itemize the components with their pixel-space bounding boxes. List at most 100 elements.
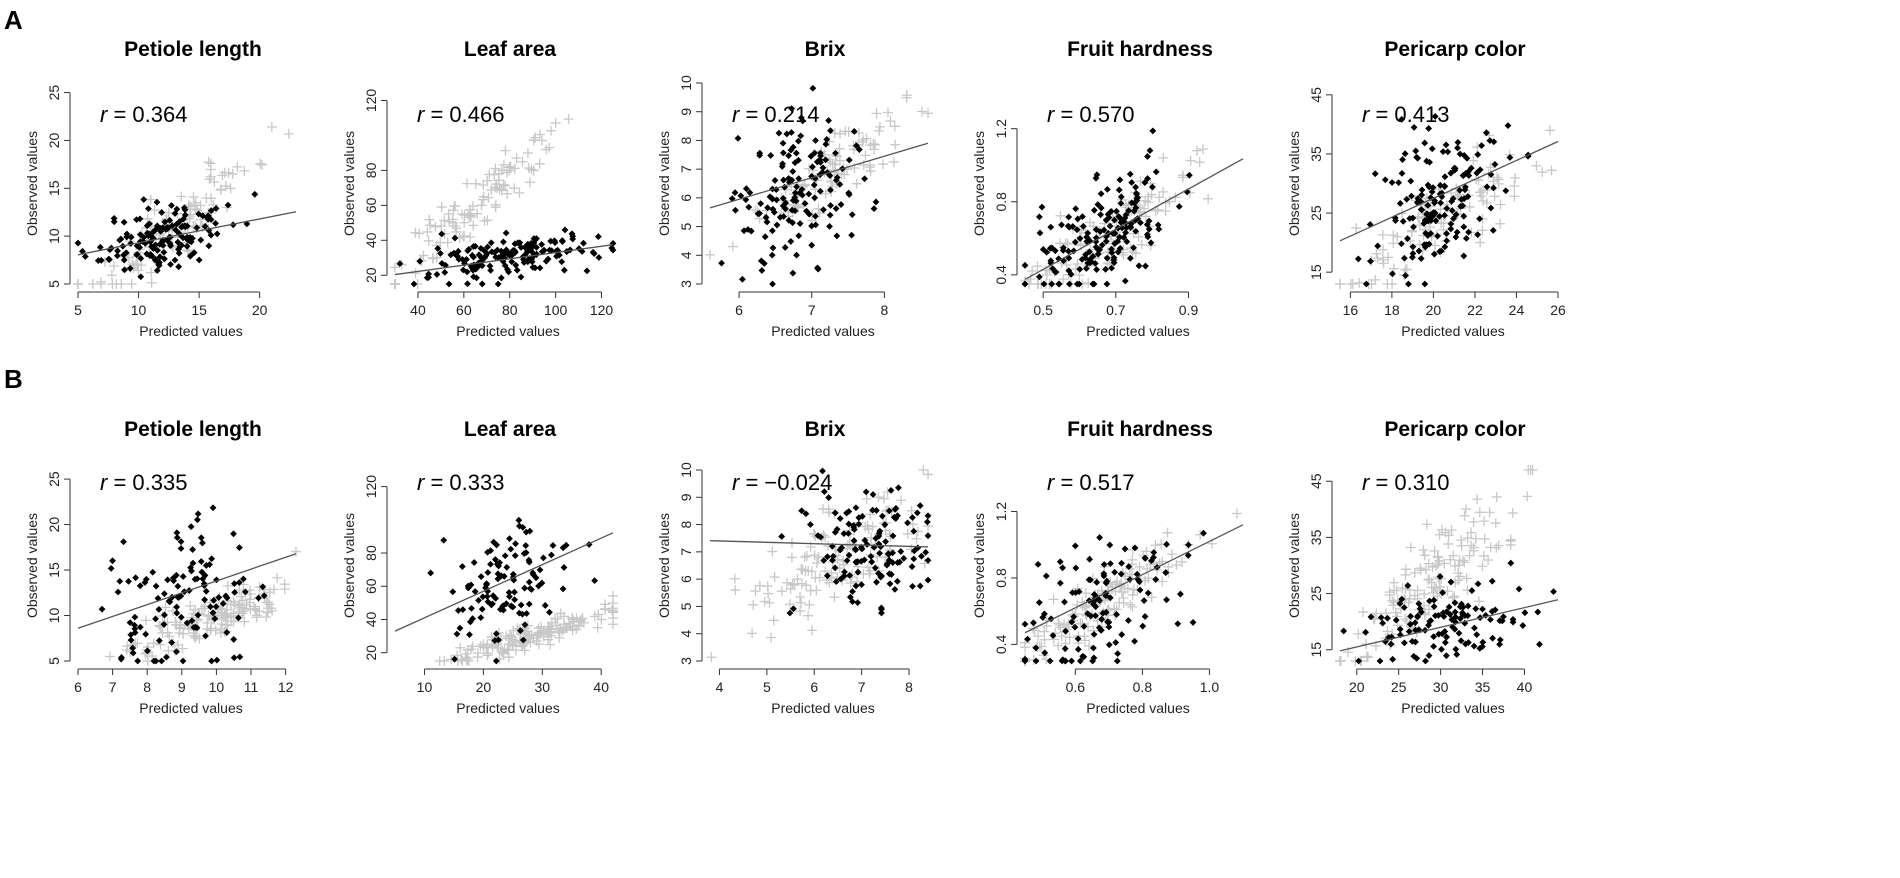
training-point	[1191, 145, 1202, 156]
test-point	[1443, 237, 1451, 245]
training-point	[1426, 577, 1437, 588]
training-point	[219, 167, 230, 178]
test-point	[1406, 215, 1414, 222]
x-tick-label: 0.5	[1033, 302, 1053, 318]
test-point	[525, 600, 533, 608]
test-point	[820, 206, 827, 214]
test-point	[807, 152, 815, 160]
test-point	[762, 213, 770, 221]
test-point	[1439, 589, 1447, 597]
training-point	[1468, 155, 1479, 166]
test-point	[190, 249, 198, 257]
test-point	[1098, 241, 1106, 249]
training-point	[1118, 249, 1129, 260]
test-point	[1479, 605, 1486, 613]
test-point	[1150, 549, 1158, 556]
test-point	[223, 594, 231, 602]
test-point	[891, 585, 899, 593]
test-point	[858, 581, 865, 589]
test-point	[1090, 206, 1098, 214]
test-point	[793, 183, 801, 191]
test-point	[812, 212, 819, 220]
test-point	[1130, 244, 1137, 252]
test-point	[831, 564, 839, 572]
training-point	[1335, 279, 1345, 289]
test-point	[1076, 657, 1084, 665]
training-point	[1445, 554, 1456, 565]
test-point	[1152, 168, 1160, 176]
test-point	[1460, 252, 1468, 260]
training-point	[759, 596, 770, 607]
test-point	[470, 273, 478, 281]
test-point	[1465, 228, 1472, 236]
test-point	[1443, 608, 1451, 616]
test-point	[1473, 631, 1481, 638]
test-point	[1155, 225, 1163, 233]
test-point	[114, 588, 122, 596]
test-point	[150, 228, 157, 236]
chart-title: Petiole length	[124, 38, 262, 61]
training-point	[592, 622, 603, 633]
test-point	[1069, 589, 1076, 597]
r-symbol: r	[1362, 102, 1371, 127]
test-point	[530, 239, 538, 247]
test-point	[1416, 605, 1424, 613]
test-point	[833, 232, 841, 240]
test-point	[1059, 656, 1067, 664]
test-point	[1079, 222, 1087, 230]
training-point	[1489, 191, 1500, 202]
test-point	[1439, 148, 1447, 156]
x-axis-label: Predicted values	[1086, 700, 1190, 716]
test-point	[1100, 226, 1108, 234]
test-point	[1406, 620, 1414, 628]
training-point	[484, 169, 495, 180]
training-point	[1446, 525, 1457, 536]
training-point	[1461, 504, 1472, 515]
test-point	[1441, 628, 1449, 635]
test-point	[1436, 248, 1444, 255]
training-point	[1056, 631, 1067, 642]
training-point	[558, 619, 569, 630]
training-point	[787, 579, 798, 590]
test-point	[505, 589, 513, 596]
training-point	[851, 178, 862, 189]
y-axis-label: Observed values	[341, 513, 357, 618]
test-point	[780, 213, 788, 220]
test-point	[1476, 215, 1484, 223]
training-point	[1475, 186, 1486, 197]
test-point	[195, 210, 203, 218]
test-point	[186, 237, 193, 245]
test-point	[1128, 179, 1136, 186]
test-point	[1064, 222, 1072, 230]
test-point	[918, 552, 925, 560]
test-point	[1467, 164, 1475, 172]
test-point	[166, 240, 174, 247]
test-point	[1478, 643, 1486, 650]
y-tick-label: 3	[678, 657, 694, 665]
test-point	[591, 577, 599, 585]
y-tick-label: 9	[678, 108, 694, 116]
test-point	[427, 569, 435, 577]
test-point	[536, 264, 544, 272]
r-symbol: r	[100, 470, 109, 495]
test-point	[884, 550, 892, 558]
test-point	[1074, 635, 1082, 643]
training-point	[1452, 190, 1463, 201]
test-point	[1468, 587, 1476, 594]
training-point	[1443, 538, 1454, 549]
test-point	[824, 553, 831, 561]
test-point	[886, 580, 894, 588]
training-point	[257, 159, 268, 170]
training-point	[435, 237, 446, 248]
chart-title: Leaf area	[464, 38, 557, 61]
x-tick-label: 9	[178, 679, 186, 695]
training-point	[462, 178, 473, 189]
training-point	[546, 627, 557, 638]
test-point	[493, 541, 500, 549]
x-tick-label: 0.6	[1066, 679, 1086, 695]
test-point	[900, 554, 908, 562]
test-point	[1086, 237, 1094, 245]
training-point	[801, 551, 812, 562]
test-point	[152, 582, 160, 590]
